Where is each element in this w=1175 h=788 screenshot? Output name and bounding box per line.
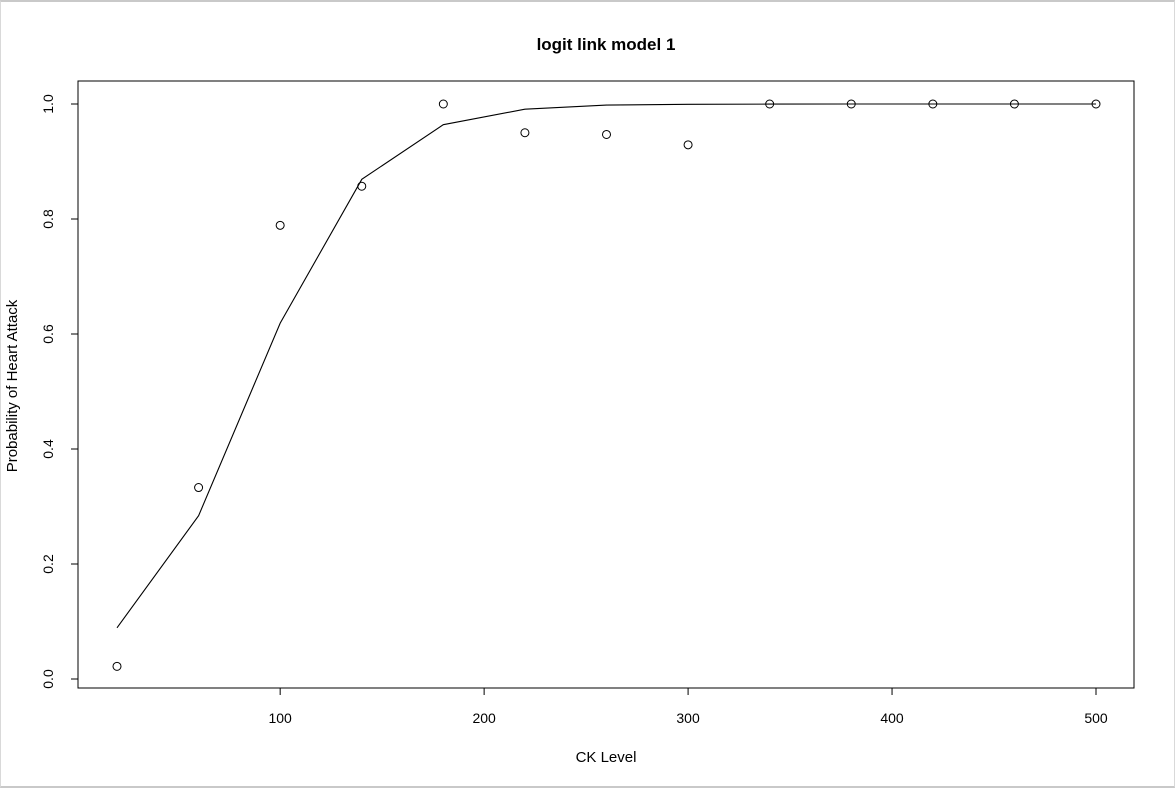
y-tick-label: 0.4	[40, 439, 56, 459]
series-layer	[112, 99, 1101, 671]
y-tick-label: 1.0	[40, 94, 56, 114]
data-point	[602, 129, 611, 139]
y-axis: 0.0 0.2 0.4 0.6 0.8 1.0	[40, 94, 79, 689]
plot-box	[77, 80, 1135, 689]
data-point	[683, 140, 693, 150]
x-tick-label: 200	[472, 710, 496, 726]
x-tick-label: 500	[1084, 710, 1108, 726]
chart-title: logit link model 1	[537, 35, 676, 54]
x-tick-label: 400	[880, 710, 904, 726]
y-tick-label: 0.8	[40, 209, 56, 229]
x-axis: 100 200 300 400 500	[268, 687, 1108, 726]
y-tick-label: 0.0	[40, 669, 56, 689]
fitted-curve	[116, 103, 1096, 629]
data-point	[275, 220, 285, 230]
data-point	[438, 99, 448, 109]
y-tick-label: 0.2	[40, 554, 56, 574]
data-point	[112, 661, 122, 671]
x-tick-label: 300	[676, 710, 700, 726]
y-tick-label: 0.6	[40, 324, 56, 344]
y-axis-label: Probability of Heart Attack	[4, 299, 21, 472]
data-point	[194, 483, 204, 493]
data-point	[520, 128, 530, 138]
x-axis-label: CK Level	[576, 749, 637, 766]
x-tick-label: 100	[268, 710, 292, 726]
